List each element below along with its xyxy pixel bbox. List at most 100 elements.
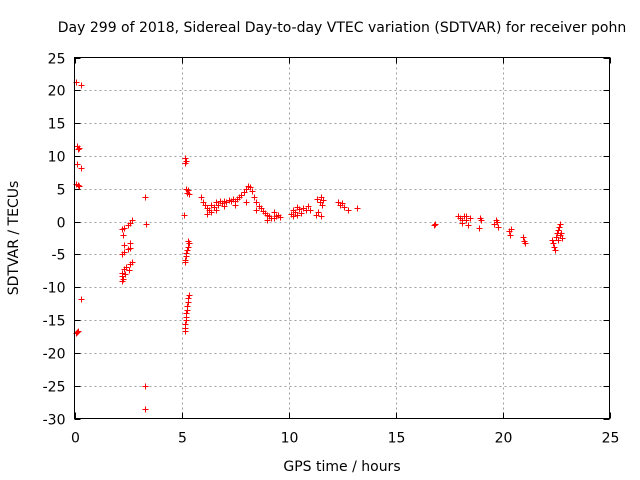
data-point xyxy=(264,217,271,224)
data-point xyxy=(339,200,346,207)
data-point xyxy=(120,232,127,239)
y-tick-label: 0 xyxy=(57,216,66,232)
data-point xyxy=(557,221,564,228)
data-point xyxy=(122,271,129,278)
y-tick-label: -20 xyxy=(43,347,66,363)
data-point xyxy=(215,202,222,209)
data-point xyxy=(249,188,256,195)
data-point xyxy=(549,237,556,244)
y-tick-label: 5 xyxy=(57,183,66,199)
data-point xyxy=(467,215,474,222)
data-point xyxy=(213,207,220,214)
data-point xyxy=(431,222,438,229)
data-point xyxy=(185,187,192,194)
data-point xyxy=(508,226,515,233)
data-point xyxy=(119,278,126,285)
data-point xyxy=(186,292,193,299)
x-tick-label: 5 xyxy=(178,431,187,447)
x-tick-label: 15 xyxy=(388,431,406,447)
data-point xyxy=(463,213,470,220)
data-point xyxy=(183,317,190,324)
data-point xyxy=(557,232,564,239)
data-point xyxy=(305,203,312,210)
y-tick-label: -5 xyxy=(52,248,66,264)
data-point xyxy=(465,222,472,229)
data-point xyxy=(121,249,128,256)
data-point xyxy=(550,240,557,247)
x-axis-label: GPS time / hours xyxy=(283,459,400,475)
data-point xyxy=(271,209,278,216)
axis-ticks xyxy=(74,57,611,420)
data-point xyxy=(75,146,82,153)
data-point xyxy=(142,383,149,390)
data-point xyxy=(78,296,85,303)
x-tick-label: 10 xyxy=(281,431,299,447)
data-point xyxy=(555,227,562,234)
data-point xyxy=(253,199,260,206)
data-point xyxy=(186,240,193,247)
data-point xyxy=(74,329,81,336)
data-point xyxy=(319,202,326,209)
data-point xyxy=(75,182,82,189)
data-point xyxy=(76,183,83,190)
data-point xyxy=(129,259,136,266)
data-point xyxy=(247,184,254,191)
data-point xyxy=(520,234,527,241)
data-point xyxy=(185,244,192,251)
data-point xyxy=(555,237,562,244)
data-point xyxy=(123,264,130,271)
data-point xyxy=(121,225,128,232)
y-tick-label: 20 xyxy=(48,84,66,100)
data-point xyxy=(221,203,228,210)
data-point xyxy=(182,160,189,167)
data-point xyxy=(243,199,250,206)
data-point xyxy=(277,214,284,221)
data-point xyxy=(494,219,501,226)
data-point xyxy=(345,207,352,214)
y-tick-label: -15 xyxy=(43,314,66,330)
data-point xyxy=(341,204,348,211)
data-point xyxy=(142,406,149,413)
data-point xyxy=(495,224,502,231)
data-point xyxy=(198,194,205,201)
data-point xyxy=(232,202,239,209)
y-tick-labels: -30 -25 -20 -15 -10 -5 0 5 10 15 20 25 xyxy=(43,52,66,429)
data-point xyxy=(478,217,485,224)
data-point xyxy=(251,194,258,201)
data-point xyxy=(315,209,322,216)
data-point xyxy=(126,267,133,274)
data-point xyxy=(507,232,514,239)
y-tick-label: -25 xyxy=(43,380,66,396)
data-point xyxy=(76,145,83,152)
x-tick-label: 25 xyxy=(602,431,620,447)
data-point xyxy=(184,247,191,254)
data-point xyxy=(129,217,136,224)
data-point xyxy=(307,207,314,214)
data-point xyxy=(127,245,134,252)
data-point xyxy=(551,244,558,251)
data-point xyxy=(208,209,215,216)
data-point xyxy=(298,210,305,217)
data-point xyxy=(184,307,191,314)
data-point xyxy=(296,206,303,213)
y-tick-label: -30 xyxy=(43,413,66,429)
data-points xyxy=(73,79,566,413)
data-point xyxy=(204,211,211,218)
data-point xyxy=(354,205,361,212)
x-tick-labels: 0 5 10 15 20 25 xyxy=(71,431,619,447)
data-point xyxy=(253,207,260,214)
data-point xyxy=(182,328,189,335)
data-point xyxy=(181,212,188,219)
y-tick-label: 10 xyxy=(48,150,66,166)
data-point xyxy=(552,247,559,254)
data-point xyxy=(75,328,82,335)
data-point xyxy=(320,197,327,204)
x-tick-label: 0 xyxy=(71,431,80,447)
y-tick-label: 25 xyxy=(48,52,66,68)
data-point xyxy=(186,191,193,198)
data-point xyxy=(142,194,149,201)
data-point xyxy=(476,225,483,232)
data-point xyxy=(238,192,245,199)
data-point xyxy=(78,165,85,172)
